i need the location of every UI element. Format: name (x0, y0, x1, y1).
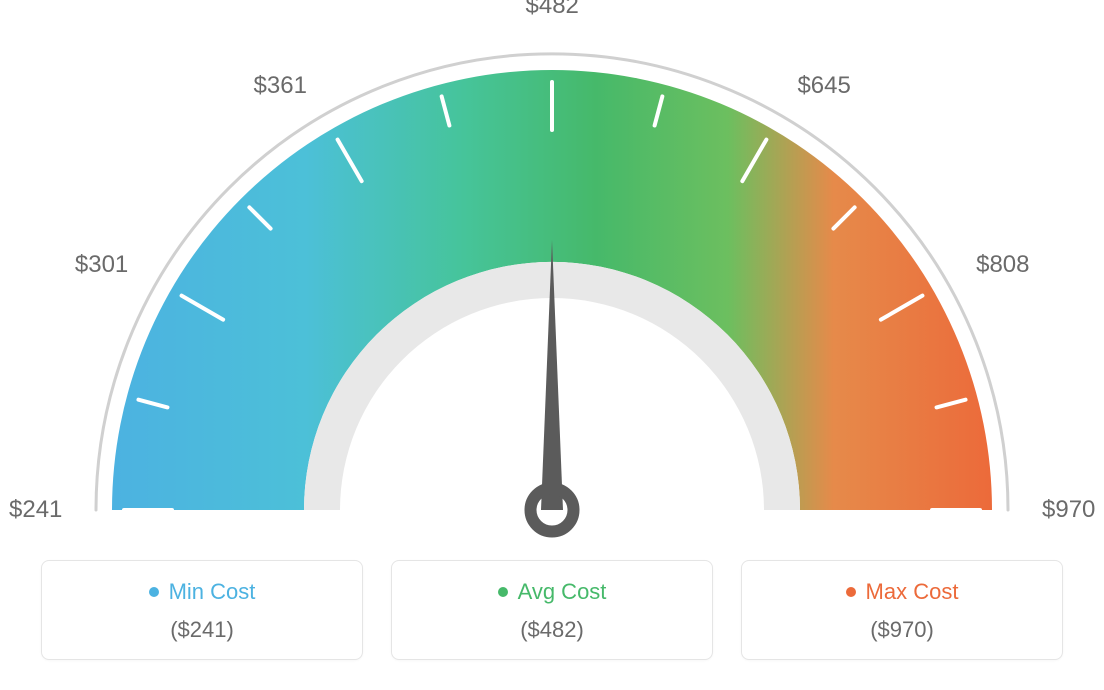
legend-title-text: Avg Cost (518, 579, 607, 605)
legend-card-min: Min Cost ($241) (41, 560, 363, 660)
legend-card-avg: Avg Cost ($482) (391, 560, 713, 660)
cost-gauge: $241 $301 $361 $482 $645 $808 $970 (0, 0, 1104, 560)
gauge-tick-label: $970 (1042, 496, 1095, 524)
legend-row: Min Cost ($241) Avg Cost ($482) Max Cost… (0, 560, 1104, 660)
gauge-tick-label: $361 (254, 72, 307, 100)
gauge-tick-label: $808 (976, 251, 1029, 279)
legend-title-text: Min Cost (169, 579, 256, 605)
legend-value-max: ($970) (752, 617, 1052, 643)
legend-title-text: Max Cost (866, 579, 959, 605)
dot-icon (498, 587, 508, 597)
legend-title-min: Min Cost (149, 579, 256, 605)
legend-title-max: Max Cost (846, 579, 959, 605)
legend-value-min: ($241) (52, 617, 352, 643)
gauge-tick-label: $241 (9, 496, 62, 524)
legend-card-max: Max Cost ($970) (741, 560, 1063, 660)
legend-title-avg: Avg Cost (498, 579, 607, 605)
gauge-tick-label: $301 (75, 251, 128, 279)
gauge-tick-label: $482 (526, 0, 579, 20)
dot-icon (149, 587, 159, 597)
gauge-svg (0, 0, 1104, 560)
legend-value-avg: ($482) (402, 617, 702, 643)
dot-icon (846, 587, 856, 597)
gauge-tick-label: $645 (797, 72, 850, 100)
